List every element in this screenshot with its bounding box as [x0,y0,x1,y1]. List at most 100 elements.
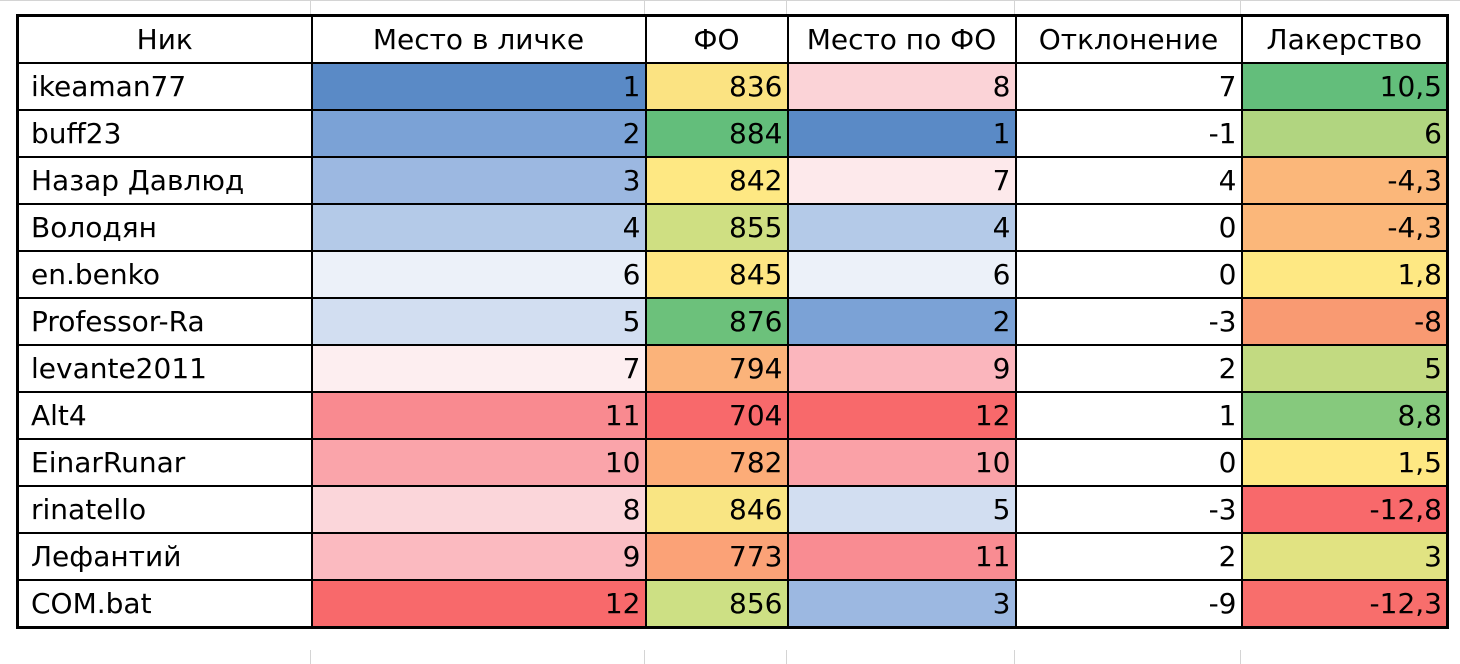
grid-line [1240,0,1241,14]
cell-deviation[interactable]: 0 [1014,203,1243,252]
cell-luck[interactable]: 1,8 [1240,250,1449,299]
cell-deviation[interactable]: -3 [1014,297,1243,346]
cell-deviation[interactable]: 0 [1014,438,1243,487]
cell-nick[interactable]: EinarRunar [16,438,313,487]
cell-fo[interactable]: 773 [644,532,789,581]
cell-luck[interactable]: 10,5 [1240,62,1449,111]
cell-nick[interactable]: en.benko [16,250,313,299]
cell-fo[interactable]: 845 [644,250,789,299]
cell-deviation[interactable]: 2 [1014,532,1243,581]
cell-place-fo[interactable]: 8 [786,62,1017,111]
cell-place-personal[interactable]: 6 [310,250,647,299]
table-row: ikeaman77 1 836 8 7 10,5 [16,62,1449,111]
cell-fo[interactable]: 794 [644,344,789,393]
cell-place-fo[interactable]: 5 [786,485,1017,534]
cell-fo[interactable]: 884 [644,109,789,158]
cell-place-personal[interactable]: 11 [310,391,647,440]
grid-line [310,0,311,14]
cell-luck[interactable]: 5 [1240,344,1449,393]
cell-fo[interactable]: 855 [644,203,789,252]
cell-luck[interactable]: -4,3 [1240,156,1449,205]
cell-luck[interactable]: -12,3 [1240,579,1449,629]
cell-place-fo[interactable]: 4 [786,203,1017,252]
cell-place-personal[interactable]: 1 [310,62,647,111]
table-row: rinatello 8 846 5 -3 -12,8 [16,485,1449,534]
header-nick[interactable]: Ник [16,14,313,64]
grid-line [310,650,311,664]
cell-deviation[interactable]: 0 [1014,250,1243,299]
table-row: levante2011 7 794 9 2 5 [16,344,1449,393]
cell-fo[interactable]: 704 [644,391,789,440]
table-row: Professor-Ra 5 876 2 -3 -8 [16,297,1449,346]
header-place-personal[interactable]: Место в личке [310,14,647,64]
stats-table: Ник Место в личке ФО Место по ФО Отклоне… [16,14,1449,629]
cell-place-personal[interactable]: 3 [310,156,647,205]
header-fo[interactable]: ФО [644,14,789,64]
cell-fo[interactable]: 782 [644,438,789,487]
cell-luck[interactable]: 6 [1240,109,1449,158]
cell-place-personal[interactable]: 2 [310,109,647,158]
table-row: en.benko 6 845 6 0 1,8 [16,250,1449,299]
cell-fo[interactable]: 836 [644,62,789,111]
grid-line [0,0,1460,1]
cell-deviation[interactable]: -1 [1014,109,1243,158]
cell-place-fo[interactable]: 3 [786,579,1017,629]
cell-luck[interactable]: -12,8 [1240,485,1449,534]
cell-fo[interactable]: 876 [644,297,789,346]
cell-nick[interactable]: rinatello [16,485,313,534]
grid-line [1014,650,1015,664]
cell-place-fo[interactable]: 2 [786,297,1017,346]
cell-deviation[interactable]: 4 [1014,156,1243,205]
cell-place-fo[interactable]: 6 [786,250,1017,299]
cell-luck[interactable]: 3 [1240,532,1449,581]
cell-nick[interactable]: Alt4 [16,391,313,440]
header-luck[interactable]: Лакерство [1240,14,1449,64]
cell-nick[interactable]: levante2011 [16,344,313,393]
grid-line [1240,650,1241,664]
cell-place-personal[interactable]: 8 [310,485,647,534]
cell-place-fo[interactable]: 7 [786,156,1017,205]
cell-deviation[interactable]: 7 [1014,62,1243,111]
cell-nick[interactable]: Лефантий [16,532,313,581]
header-deviation[interactable]: Отклонение [1014,14,1243,64]
cell-deviation[interactable]: 1 [1014,391,1243,440]
cell-place-personal[interactable]: 7 [310,344,647,393]
cell-place-fo[interactable]: 9 [786,344,1017,393]
cell-luck[interactable]: 1,5 [1240,438,1449,487]
table-row: buff23 2 884 1 -1 6 [16,109,1449,158]
cell-nick[interactable]: Professor-Ra [16,297,313,346]
cell-deviation[interactable]: -9 [1014,579,1243,629]
cell-place-personal[interactable]: 12 [310,579,647,629]
header-place-fo[interactable]: Место по ФО [786,14,1017,64]
table-row: EinarRunar 10 782 10 0 1,5 [16,438,1449,487]
cell-place-fo[interactable]: 10 [786,438,1017,487]
cell-luck[interactable]: -4,3 [1240,203,1449,252]
cell-place-fo[interactable]: 11 [786,532,1017,581]
cell-place-personal[interactable]: 10 [310,438,647,487]
table-row: Alt4 11 704 12 1 8,8 [16,391,1449,440]
grid-line [786,0,787,14]
cell-fo[interactable]: 842 [644,156,789,205]
grid-line [644,650,645,664]
cell-nick[interactable]: Володян [16,203,313,252]
cell-fo[interactable]: 846 [644,485,789,534]
cell-place-fo[interactable]: 12 [786,391,1017,440]
cell-nick[interactable]: buff23 [16,109,313,158]
grid-line [786,650,787,664]
cell-nick[interactable]: ikeaman77 [16,62,313,111]
cell-luck[interactable]: -8 [1240,297,1449,346]
cell-luck[interactable]: 8,8 [1240,391,1449,440]
cell-place-personal[interactable]: 9 [310,532,647,581]
table-row: Лефантий 9 773 11 2 3 [16,532,1449,581]
cell-deviation[interactable]: 2 [1014,344,1243,393]
grid-line [1014,0,1015,14]
cell-place-personal[interactable]: 4 [310,203,647,252]
cell-place-fo[interactable]: 1 [786,109,1017,158]
cell-deviation[interactable]: -3 [1014,485,1243,534]
table-row: Володян 4 855 4 0 -4,3 [16,203,1449,252]
table-row: Назар Давлюд 3 842 7 4 -4,3 [16,156,1449,205]
cell-nick[interactable]: COM.bat [16,579,313,629]
cell-fo[interactable]: 856 [644,579,789,629]
cell-nick[interactable]: Назар Давлюд [16,156,313,205]
cell-place-personal[interactable]: 5 [310,297,647,346]
